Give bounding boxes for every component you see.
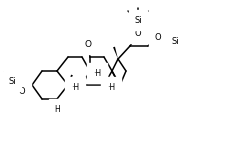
Text: ·H: ·H bbox=[71, 82, 79, 91]
Polygon shape bbox=[112, 47, 117, 59]
Text: Si: Si bbox=[170, 37, 178, 45]
Polygon shape bbox=[68, 75, 73, 85]
Text: O: O bbox=[84, 39, 91, 49]
Text: O: O bbox=[134, 28, 141, 37]
Text: Si: Si bbox=[8, 76, 16, 86]
Text: Si: Si bbox=[134, 15, 141, 24]
Text: O: O bbox=[154, 32, 161, 41]
Text: H: H bbox=[54, 104, 60, 114]
Text: ·H: ·H bbox=[92, 69, 101, 78]
Text: O: O bbox=[19, 86, 25, 95]
Text: ·H: ·H bbox=[106, 82, 115, 91]
